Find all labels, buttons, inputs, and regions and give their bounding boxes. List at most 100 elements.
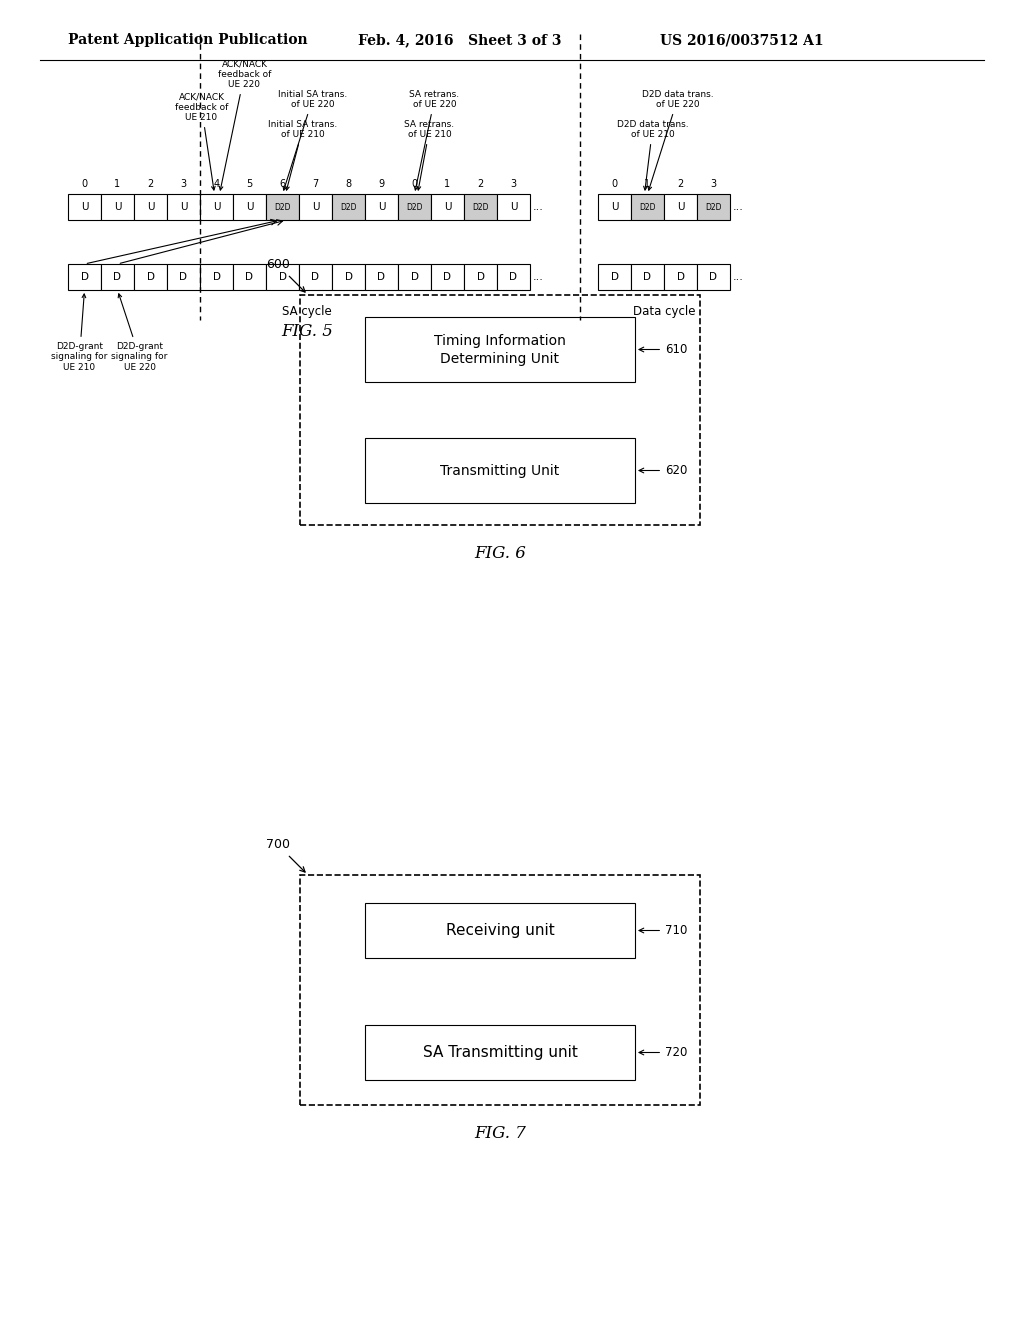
Text: 3: 3 — [180, 180, 186, 189]
Bar — [631, 264, 664, 290]
Bar — [101, 194, 134, 220]
Text: 3: 3 — [711, 180, 717, 189]
Bar — [200, 194, 233, 220]
Bar — [300, 294, 700, 525]
Bar — [266, 194, 299, 220]
Text: U: U — [114, 202, 121, 213]
Text: D: D — [610, 272, 618, 282]
Bar — [299, 194, 332, 220]
Text: ACK/NACK
feedback of
UE 220: ACK/NACK feedback of UE 220 — [218, 59, 271, 190]
Text: D: D — [378, 272, 385, 282]
Text: SA retrans.
of UE 220: SA retrans. of UE 220 — [410, 90, 460, 190]
Bar — [134, 194, 167, 220]
Bar — [398, 264, 431, 290]
Bar — [365, 1026, 635, 1080]
Bar — [598, 264, 631, 290]
Text: D: D — [213, 272, 220, 282]
Text: 1: 1 — [644, 180, 650, 189]
Text: U: U — [610, 202, 618, 213]
Text: D: D — [643, 272, 651, 282]
Bar — [266, 264, 299, 290]
Text: D: D — [677, 272, 684, 282]
Bar — [167, 264, 200, 290]
Text: D: D — [710, 272, 718, 282]
Bar — [664, 264, 697, 290]
Text: D2D-grant
signaling for
UE 210: D2D-grant signaling for UE 210 — [51, 294, 108, 372]
Bar — [101, 264, 134, 290]
Bar — [697, 264, 730, 290]
Bar — [134, 264, 167, 290]
Bar — [365, 438, 635, 503]
Text: D2D: D2D — [472, 202, 488, 211]
Bar — [631, 194, 664, 220]
Bar — [431, 264, 464, 290]
Text: D: D — [344, 272, 352, 282]
Text: SA retrans.
of UE 210: SA retrans. of UE 210 — [404, 120, 455, 190]
Bar — [497, 264, 530, 290]
Bar — [664, 194, 697, 220]
Text: 720: 720 — [639, 1045, 687, 1059]
Text: U: U — [146, 202, 155, 213]
Text: 600: 600 — [266, 259, 305, 292]
Text: D: D — [279, 272, 287, 282]
Bar — [300, 875, 700, 1105]
Text: ...: ... — [732, 202, 743, 213]
Bar — [598, 194, 631, 220]
Text: Initial SA trans.
of UE 220: Initial SA trans. of UE 220 — [278, 90, 347, 190]
Text: D2D: D2D — [706, 202, 722, 211]
Text: 710: 710 — [639, 924, 687, 937]
Text: U: U — [213, 202, 220, 213]
Text: 700: 700 — [266, 838, 305, 873]
Text: US 2016/0037512 A1: US 2016/0037512 A1 — [660, 33, 823, 48]
Text: Determining Unit: Determining Unit — [440, 351, 559, 366]
Bar — [200, 264, 233, 290]
Text: U: U — [180, 202, 187, 213]
Text: 0: 0 — [82, 180, 88, 189]
Text: U: U — [443, 202, 452, 213]
Text: Patent Application Publication: Patent Application Publication — [68, 33, 307, 48]
Text: 2: 2 — [677, 180, 684, 189]
Text: Initial SA trans.
of UE 210: Initial SA trans. of UE 210 — [268, 120, 337, 190]
Text: 8: 8 — [345, 180, 351, 189]
Text: 4: 4 — [213, 180, 219, 189]
Text: Feb. 4, 2016   Sheet 3 of 3: Feb. 4, 2016 Sheet 3 of 3 — [358, 33, 561, 48]
Text: Data cycle: Data cycle — [633, 305, 695, 318]
Bar — [464, 264, 497, 290]
Text: ...: ... — [732, 272, 743, 282]
Text: 7: 7 — [312, 180, 318, 189]
Bar — [332, 264, 365, 290]
Text: D: D — [411, 272, 419, 282]
Bar — [332, 194, 365, 220]
Bar — [365, 903, 635, 958]
Bar — [167, 194, 200, 220]
Text: D: D — [443, 272, 452, 282]
Text: FIG. 5: FIG. 5 — [281, 323, 333, 341]
Text: D2D-grant
signaling for
UE 220: D2D-grant signaling for UE 220 — [112, 294, 168, 372]
Bar — [68, 264, 101, 290]
Bar — [398, 194, 431, 220]
Text: D: D — [246, 272, 254, 282]
Text: 620: 620 — [639, 465, 687, 477]
Text: D: D — [179, 272, 187, 282]
Text: 3: 3 — [510, 180, 516, 189]
Bar — [365, 317, 635, 381]
Text: ...: ... — [532, 272, 544, 282]
Text: D: D — [311, 272, 319, 282]
Text: ACK/NACK
feedback of
UE 210: ACK/NACK feedback of UE 210 — [175, 92, 228, 190]
Bar — [497, 194, 530, 220]
Text: 1: 1 — [115, 180, 121, 189]
Text: U: U — [510, 202, 517, 213]
Text: 6: 6 — [280, 180, 286, 189]
Text: D2D data trans.
of UE 210: D2D data trans. of UE 210 — [616, 120, 688, 190]
Text: ...: ... — [532, 202, 544, 213]
Bar — [233, 264, 266, 290]
Text: D2D: D2D — [407, 202, 423, 211]
Text: 2: 2 — [147, 180, 154, 189]
Text: D2D: D2D — [639, 202, 655, 211]
Text: 2: 2 — [477, 180, 483, 189]
Text: FIG. 7: FIG. 7 — [474, 1125, 526, 1142]
Text: 0: 0 — [412, 180, 418, 189]
Text: SA cycle: SA cycle — [283, 305, 332, 318]
Bar — [365, 264, 398, 290]
Text: Transmitting Unit: Transmitting Unit — [440, 463, 560, 478]
